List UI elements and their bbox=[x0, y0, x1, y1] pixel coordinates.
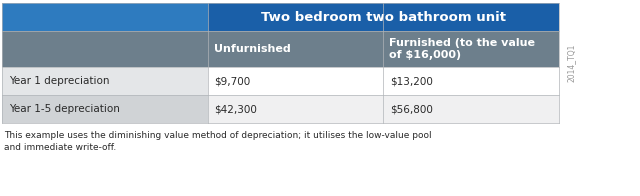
Bar bbox=[559, 3, 608, 123]
Text: 2014_TQ1: 2014_TQ1 bbox=[567, 44, 576, 82]
Bar bbox=[2, 95, 207, 123]
Bar bbox=[2, 3, 207, 31]
Text: This example uses the diminishing value method of depreciation; it utilises the : This example uses the diminishing value … bbox=[4, 131, 431, 152]
Bar bbox=[207, 95, 383, 123]
Text: $9,700: $9,700 bbox=[214, 76, 251, 86]
Bar bbox=[207, 31, 383, 67]
Bar bbox=[383, 67, 559, 95]
Text: Furnished (to the value
of $16,000): Furnished (to the value of $16,000) bbox=[389, 38, 536, 60]
Bar bbox=[383, 95, 559, 123]
Text: Year 1 depreciation: Year 1 depreciation bbox=[9, 76, 109, 86]
Text: $42,300: $42,300 bbox=[214, 104, 257, 114]
Text: $56,800: $56,800 bbox=[390, 104, 433, 114]
Text: Unfurnished: Unfurnished bbox=[214, 44, 291, 54]
Text: Two bedroom two bathroom unit: Two bedroom two bathroom unit bbox=[261, 11, 506, 24]
Bar bbox=[207, 67, 383, 95]
Bar bbox=[2, 67, 207, 95]
Bar bbox=[383, 31, 559, 67]
Bar bbox=[2, 31, 207, 67]
Text: $13,200: $13,200 bbox=[390, 76, 433, 86]
Bar bbox=[207, 3, 559, 31]
Text: Year 1-5 depreciation: Year 1-5 depreciation bbox=[9, 104, 120, 114]
